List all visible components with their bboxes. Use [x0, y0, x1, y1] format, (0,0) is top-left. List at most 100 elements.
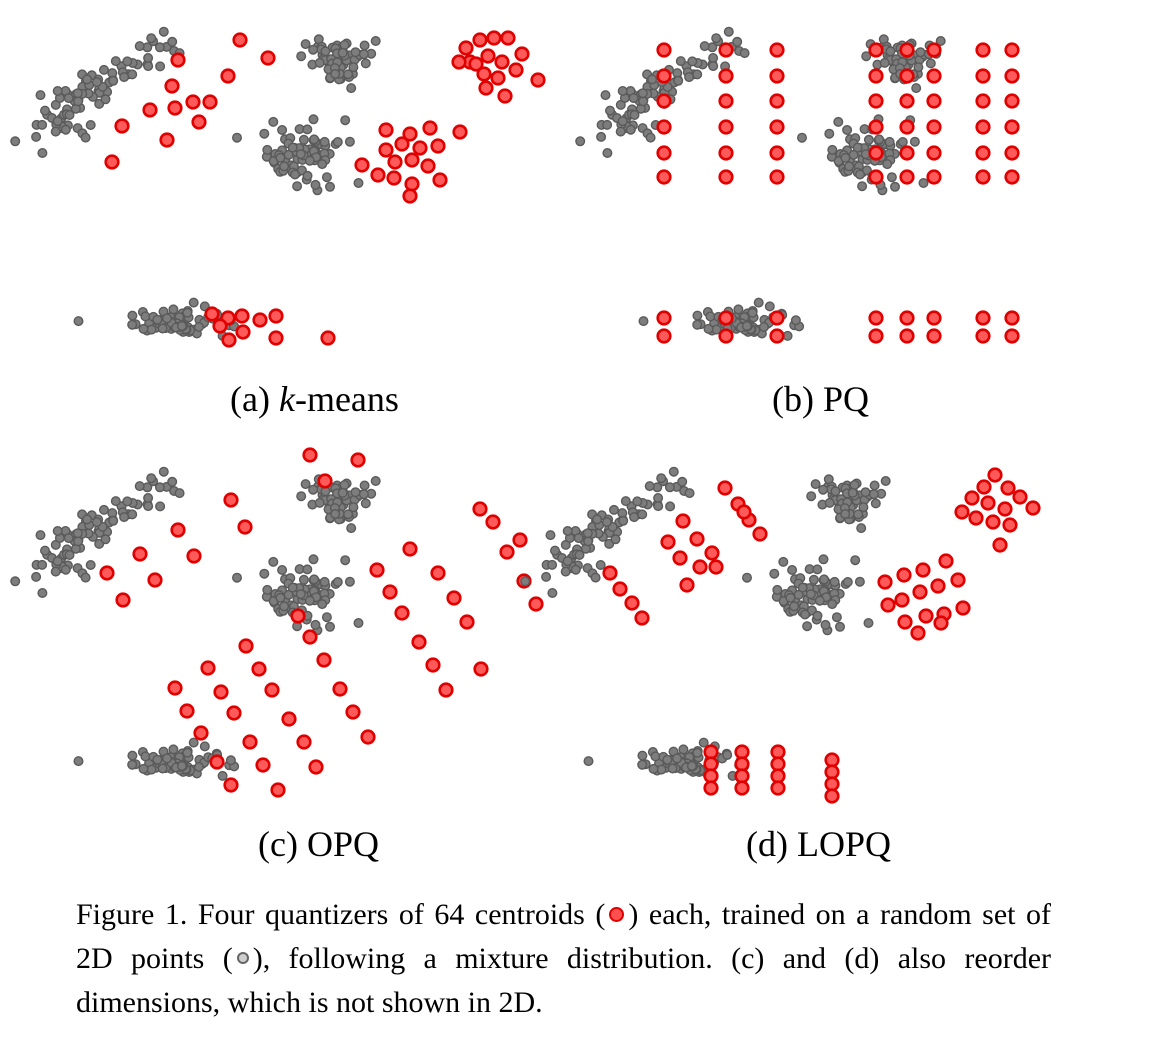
- data-point: [595, 560, 606, 571]
- centroid-point: [226, 705, 242, 721]
- data-point: [340, 555, 351, 566]
- centroid-point: [769, 42, 785, 58]
- data-point: [275, 592, 286, 603]
- data-point: [805, 589, 816, 600]
- data-point: [637, 88, 648, 99]
- data-point: [863, 134, 874, 145]
- data-point: [675, 56, 686, 67]
- data-point: [259, 128, 270, 139]
- data-point: [653, 493, 664, 504]
- centroid-point: [868, 169, 884, 185]
- data-point: [913, 62, 924, 73]
- centroid-point: [432, 172, 448, 188]
- data-point: [80, 132, 91, 143]
- centroid-point: [213, 684, 229, 700]
- data-point: [638, 316, 649, 327]
- centroid-point: [868, 119, 884, 135]
- centroid-point: [132, 546, 148, 562]
- centroid-point: [320, 330, 336, 346]
- data-point: [370, 476, 381, 487]
- data-point: [602, 147, 613, 158]
- centroid-point: [926, 145, 942, 161]
- data-point: [321, 612, 332, 623]
- data-point: [134, 41, 145, 52]
- data-point: [842, 577, 853, 588]
- centroid-point: [656, 42, 672, 58]
- data-point: [602, 119, 613, 130]
- data-point: [262, 584, 273, 595]
- data-point: [686, 761, 697, 772]
- data-point: [818, 554, 829, 565]
- data-point: [100, 534, 111, 545]
- data-point: [617, 85, 628, 96]
- centroid-point: [926, 328, 942, 344]
- data-point: [647, 74, 658, 85]
- data-point: [692, 319, 703, 330]
- data-point: [325, 181, 336, 192]
- data-point: [308, 484, 319, 495]
- centroid-point: [926, 169, 942, 185]
- centroid-point: [420, 158, 436, 174]
- data-point: [300, 479, 311, 490]
- data-point: [592, 514, 603, 525]
- centroid-point: [656, 169, 672, 185]
- data-point: [188, 737, 199, 748]
- data-point: [302, 564, 313, 575]
- data-point: [662, 754, 673, 765]
- centroid-point: [975, 93, 991, 109]
- data-point: [545, 530, 556, 541]
- data-point: [127, 759, 138, 770]
- data-point: [146, 764, 157, 775]
- data-point: [785, 592, 796, 603]
- data-point: [339, 480, 350, 491]
- centroid-point: [770, 780, 786, 796]
- data-point: [645, 132, 656, 143]
- data-point: [808, 574, 819, 585]
- centroid-point: [167, 100, 183, 116]
- data-point: [829, 576, 840, 587]
- centroid-point: [612, 581, 628, 597]
- centroid-point: [387, 154, 403, 170]
- centroid-point: [660, 534, 676, 550]
- centroid-point: [769, 310, 785, 326]
- data-point: [833, 116, 844, 127]
- data-point: [31, 131, 42, 142]
- data-point: [560, 566, 571, 577]
- data-point: [310, 619, 321, 630]
- centroid-point: [370, 167, 386, 183]
- data-point: [350, 487, 361, 498]
- data-point: [321, 172, 332, 183]
- centroid-point: [703, 780, 719, 796]
- centroid-point: [490, 70, 506, 86]
- centroid-point: [378, 142, 394, 158]
- centroid-point: [910, 625, 926, 641]
- centroid-point: [332, 681, 348, 697]
- centroid-point: [202, 94, 218, 110]
- centroid-point: [268, 308, 284, 324]
- data-point: [143, 501, 154, 512]
- centroid-point: [997, 501, 1013, 517]
- data-point: [85, 119, 96, 130]
- data-point: [127, 509, 138, 520]
- centroid-point: [912, 584, 928, 600]
- centroid-point: [476, 66, 492, 82]
- centroid-point: [718, 310, 734, 326]
- data-point: [308, 114, 319, 125]
- data-point: [855, 169, 866, 180]
- centroid-point: [975, 68, 991, 84]
- data-point: [319, 576, 330, 587]
- data-point: [50, 566, 61, 577]
- data-point: [358, 49, 369, 60]
- data-point: [268, 116, 279, 127]
- centroid-point: [446, 590, 462, 606]
- data-point: [840, 509, 851, 520]
- centroid-legend-icon: [609, 906, 625, 922]
- data-point: [40, 105, 51, 116]
- data-point: [98, 64, 109, 75]
- label-lopq: (d) LOPQ: [746, 824, 891, 864]
- data-point: [340, 115, 351, 126]
- centroid-point: [238, 638, 254, 654]
- centroid-point: [975, 42, 991, 58]
- centroid-point: [692, 559, 708, 575]
- data-point: [73, 756, 84, 767]
